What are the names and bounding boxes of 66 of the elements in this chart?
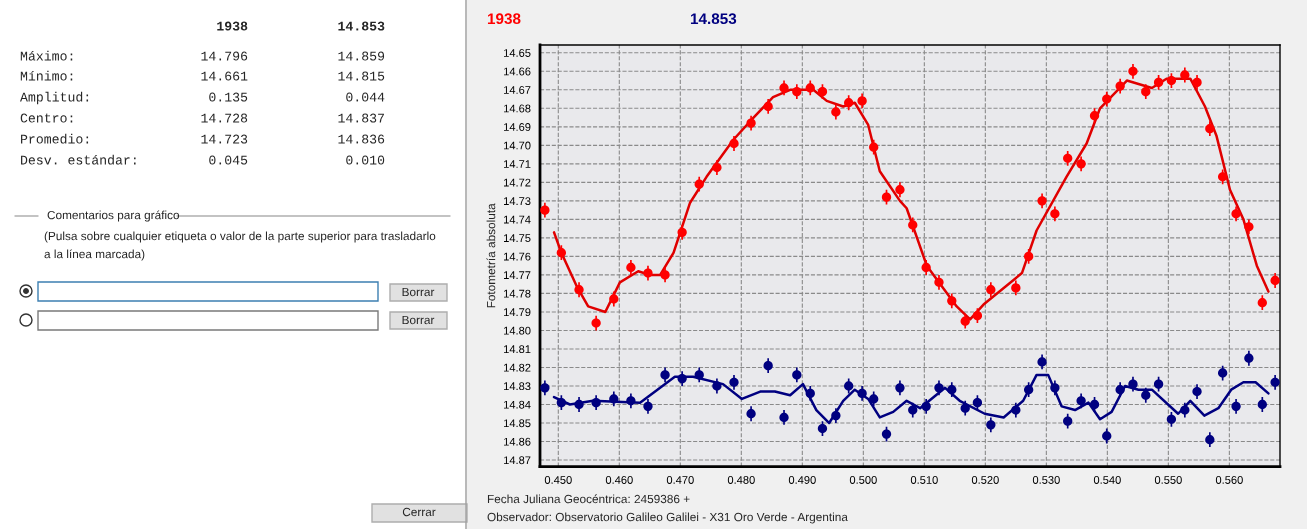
x-tick-label: 0.480: [727, 476, 755, 484]
x-tick-label: 0.560: [1215, 476, 1243, 484]
y-tick-label: 14.78: [504, 289, 531, 298]
y-tick-label: 14.75: [504, 234, 531, 243]
text: 1938: [487, 13, 521, 25]
x-tick-label: 0.470: [666, 476, 694, 484]
y-tick-label: 14.86: [504, 437, 531, 446]
y-tick-label: 14.80: [504, 326, 531, 335]
text: Cerrar: [402, 507, 436, 517]
text: 14.728: [201, 113, 248, 123]
y-tick-label: 14.67: [504, 86, 531, 94]
text: 14.853: [338, 21, 385, 31]
x-tick-label: 0.510: [910, 476, 938, 484]
text: 0.044: [346, 92, 385, 102]
text: Promedio:: [21, 133, 89, 144]
text: Centro:: [20, 113, 73, 123]
y-tick-label: 14.74: [504, 215, 531, 224]
y-tick-label: 14.76: [504, 252, 531, 261]
y-tick-label: 14.83: [504, 382, 531, 391]
text: 14.836: [338, 134, 385, 144]
x-tick-label: 0.490: [788, 476, 816, 484]
text: a la línea marcada): [44, 249, 145, 261]
text: Borrar: [402, 287, 435, 297]
text: 14.859: [338, 51, 385, 61]
text: 1938: [217, 21, 248, 31]
y-tick-label: 14.65: [504, 49, 531, 57]
x-tick-label: 0.550: [1154, 476, 1182, 484]
text: 14.853: [690, 13, 737, 25]
y-tick-label: 14.71: [504, 160, 531, 168]
y-tick-label: 14.66: [504, 67, 531, 76]
text: Borrar: [402, 315, 435, 325]
text: Máximo:: [20, 50, 73, 61]
y-tick-label: 14.70: [504, 141, 531, 150]
text: 0.135: [209, 92, 248, 102]
y-tick-label: 14.82: [504, 363, 531, 372]
x-tick-label: 0.450: [544, 476, 572, 484]
y-tick-label: 14.87: [504, 456, 531, 465]
text: Desv. estándar:: [21, 154, 136, 165]
y-axis-title: Fotometría absoluta: [486, 203, 496, 308]
text: Mínimo:: [20, 70, 73, 81]
x-tick-label: 0.520: [971, 476, 999, 484]
x-tick-label: 0.530: [1032, 476, 1060, 484]
x-axis-title: Fecha Juliana Geocéntrica: 2459386 +: [487, 494, 690, 504]
text: Observador: Observatorio Galileo Galilei - X31 Oro Verde - Argentina: [487, 512, 848, 524]
text: 14.661: [201, 71, 248, 81]
y-tick-label: 14.85: [504, 419, 531, 428]
y-tick-label: 14.79: [504, 308, 531, 317]
y-tick-label: 14.84: [504, 400, 531, 409]
y-tick-label: 14.69: [504, 123, 531, 131]
text: Comentarios para gráfico: [47, 210, 180, 222]
x-tick-label: 0.460: [605, 476, 633, 484]
x-tick-label: 0.540: [1093, 476, 1121, 484]
y-tick-label: 14.81: [504, 345, 531, 354]
text: Amplitud:: [20, 91, 89, 105]
text: 0.010: [346, 155, 385, 165]
y-tick-label: 14.73: [504, 197, 531, 206]
y-tick-label: 14.68: [504, 104, 531, 113]
text: 14.837: [338, 113, 384, 123]
x-tick-label: 0.500: [849, 476, 877, 484]
text: 0.045: [209, 155, 248, 165]
y-tick-label: 14.77: [504, 271, 531, 279]
text: 14.796: [201, 51, 248, 61]
y-tick-label: 14.72: [504, 178, 531, 187]
text: 14.815: [338, 71, 385, 81]
text: 14.723: [201, 134, 248, 144]
text: (Pulsa sobre cualquier etiqueta o valor de la parte superior para trasladarlo: [44, 231, 436, 243]
